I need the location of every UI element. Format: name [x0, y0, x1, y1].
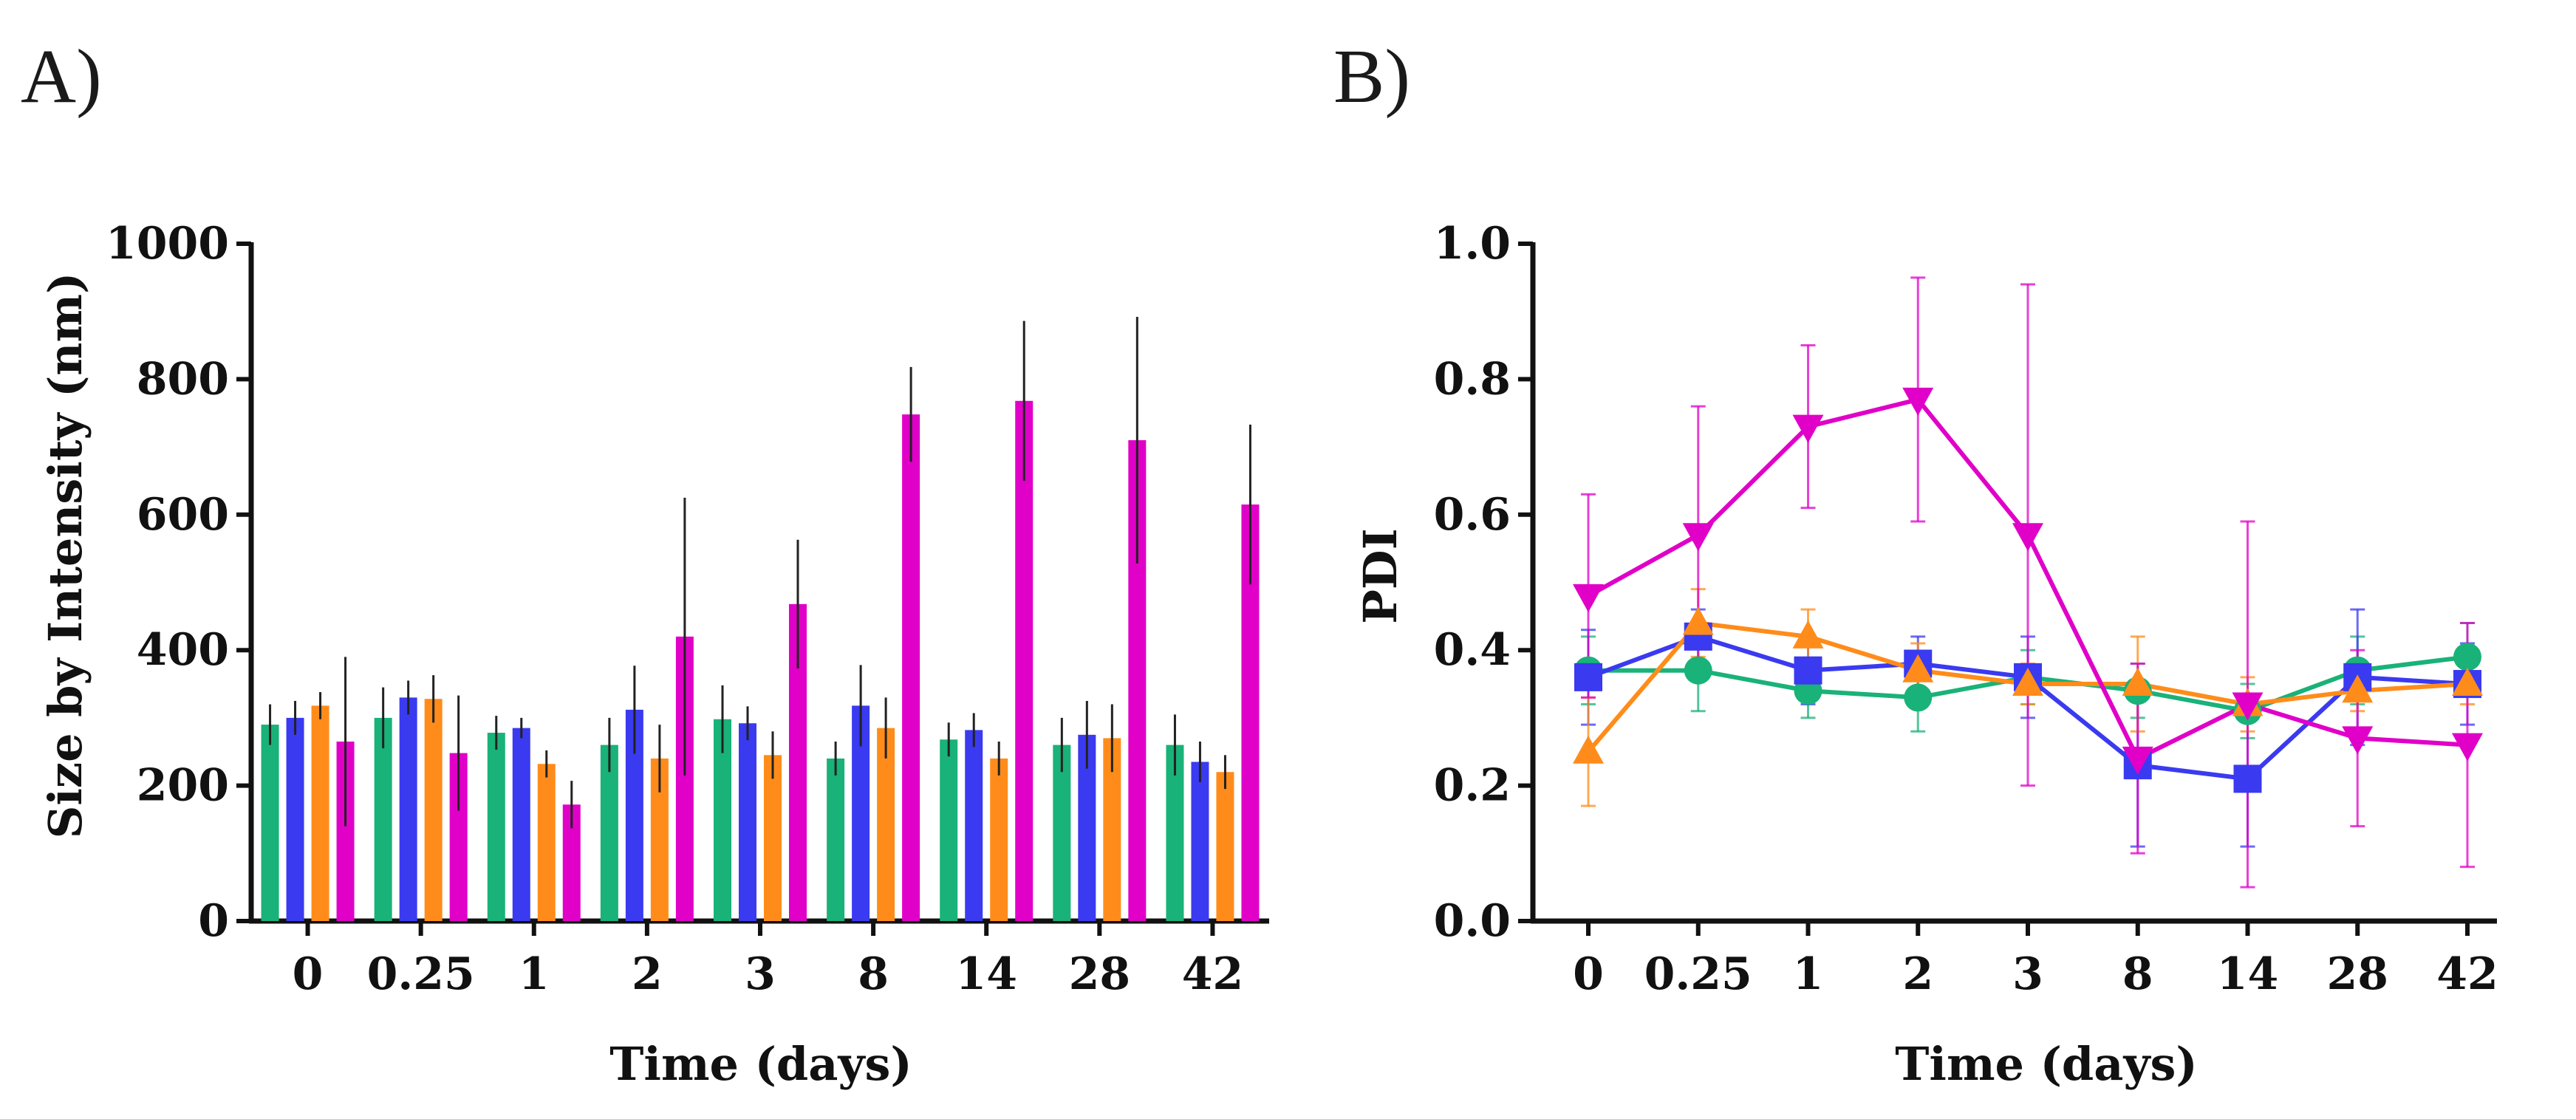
- panel-b-marker-square: [1794, 656, 1822, 685]
- panel-b-x-tick-label: 2: [1902, 948, 1933, 1000]
- panel-a-bar: [600, 745, 618, 921]
- panel-b-y-tick-label: 0.4: [1434, 624, 1511, 676]
- panel-a-bar: [990, 758, 1008, 921]
- panel-a-x-tick-label: 3: [745, 948, 776, 1000]
- panel-a-bar: [537, 764, 556, 921]
- panel-a-bar: [1015, 400, 1034, 921]
- panel-a-bar: [286, 717, 304, 921]
- panel-a-bar: [311, 705, 329, 921]
- panel-a-bar: [877, 728, 895, 921]
- panel-b-marker-square: [1574, 663, 1602, 691]
- panel-b-marker-triangle-down: [1792, 414, 1824, 443]
- panel-b-x-tick-label: 0: [1573, 948, 1604, 1000]
- panel-a-x-tick-label: 28: [1069, 948, 1131, 1000]
- panel-a-bar: [487, 733, 505, 921]
- panel-b-y-axis-title: PDI: [1353, 528, 1407, 623]
- panel-a-label: A): [21, 34, 102, 119]
- panel-b-y-tick-label: 0.0: [1434, 895, 1511, 947]
- panel-b-marker-triangle-down: [2342, 726, 2374, 755]
- panel-b-marker-triangle-down: [2452, 733, 2483, 762]
- panel-b-marker-triangle-down: [2122, 746, 2153, 775]
- panel-b-marker-square: [2233, 764, 2262, 793]
- panel-b-plot-area: 0.0 0.2 0.4 0.6 0.8 1.0 0 0.25 1 2 3 8 14 28 42: [1434, 218, 2498, 1000]
- panel-b-x-tick-label: 28: [2327, 948, 2389, 1000]
- panel-a-y-tick-label: 200: [137, 760, 229, 812]
- panel-a-bar: [764, 755, 782, 921]
- panel-a-y-axis-title: Size by Intensity (nm): [38, 273, 92, 839]
- panel-a-y-tick-label: 1000: [106, 218, 229, 270]
- panel-b-marker-triangle-down: [2232, 692, 2264, 721]
- panel-b-marker-triangle-up: [2012, 668, 2043, 697]
- panel-b-x-tick-label: 3: [2012, 948, 2043, 1000]
- panel-b-marker-triangle-up: [2122, 668, 2153, 697]
- panel-a-x-tick-label: 2: [632, 948, 663, 1000]
- panel-a-x-tick-label: 8: [858, 948, 889, 1000]
- panel-b-x-tick-label: 1: [1793, 948, 1824, 1000]
- panel-a-bar: [902, 414, 920, 921]
- panel-b-x-tick-label: 0.25: [1644, 948, 1752, 1000]
- panel-b-marker-circle: [2453, 643, 2481, 671]
- panel-b-marker-triangle-up: [1682, 606, 1714, 635]
- panel-b-marker-triangle-up: [1792, 620, 1824, 649]
- panel-b-y-tick-label: 0.2: [1434, 760, 1511, 812]
- panel-b-marker-triangle-down: [1902, 387, 1934, 416]
- panel-a-y-tick-label: 400: [137, 624, 229, 676]
- panel-a-x-tick-label: 0.25: [367, 948, 475, 1000]
- panel-b-marker-circle: [1904, 683, 1933, 712]
- panel-a-x-tick-label: 1: [519, 948, 550, 1000]
- panel-a-plot-area: 0 200 400 600 800 1000 0 0.25 1 2 3 8 14 28 42: [106, 218, 1269, 1000]
- panel-a-bar: [1191, 762, 1209, 921]
- panel-a-bar: [399, 697, 417, 921]
- panel-a-bar-chart: A) Size by Intensity (nm) Time (days) 0 2…: [21, 34, 1269, 1091]
- panel-a-x-axis-title: Time (days): [609, 1037, 912, 1091]
- panel-b-marker-triangle-up: [2342, 674, 2374, 703]
- panel-b-marker-triangle-up: [1573, 735, 1604, 764]
- panel-b-marker-triangle-down: [1573, 584, 1604, 612]
- panel-a-y-tick-label: 800: [137, 353, 229, 405]
- panel-b-line-chart: B) PDI Time (days) 0.00.20.40.60.81.00 0.…: [1333, 34, 2498, 1091]
- panel-b-x-tick-label: 8: [2122, 948, 2153, 1000]
- panel-b-marker-triangle-down: [1682, 523, 1714, 552]
- panel-a-bar: [965, 730, 983, 921]
- panel-a-bar: [512, 728, 530, 921]
- panel-a-x-tick-label: 42: [1182, 948, 1244, 1000]
- panel-a-bar: [827, 758, 845, 921]
- panel-a-bar: [261, 725, 279, 921]
- panel-b-y-tick-label: 1.0: [1434, 218, 1511, 270]
- panel-a-bar: [1216, 772, 1234, 921]
- panel-b-marker-triangle-up: [1902, 654, 1934, 682]
- panel-a-bar: [739, 723, 756, 921]
- panel-a-bar: [374, 717, 392, 921]
- panel-a-y-tick-label: 0: [198, 895, 229, 947]
- panel-b-marker-circle: [1684, 656, 1712, 685]
- panel-b-x-tick-label: 42: [2436, 948, 2498, 1000]
- panel-b-label: B): [1333, 34, 1410, 119]
- panel-b-y-tick-label: 0.8: [1434, 353, 1511, 405]
- panel-a-bar: [940, 739, 958, 921]
- panel-a-x-tick-label: 0: [293, 948, 324, 1000]
- panel-b-y-tick-label: 0.6: [1434, 489, 1511, 541]
- panel-a-bar: [424, 699, 443, 921]
- panel-b-marker-triangle-down: [2012, 523, 2043, 552]
- panel-a-bar: [1053, 745, 1071, 921]
- panel-b-x-tick-label: 14: [2217, 948, 2279, 1000]
- panel-b-marker-triangle-up: [2452, 668, 2483, 697]
- panel-b-x-axis-title: Time (days): [1895, 1037, 2197, 1091]
- panel-a-x-tick-label: 14: [955, 948, 1017, 1000]
- panel-a-y-tick-label: 600: [137, 489, 229, 541]
